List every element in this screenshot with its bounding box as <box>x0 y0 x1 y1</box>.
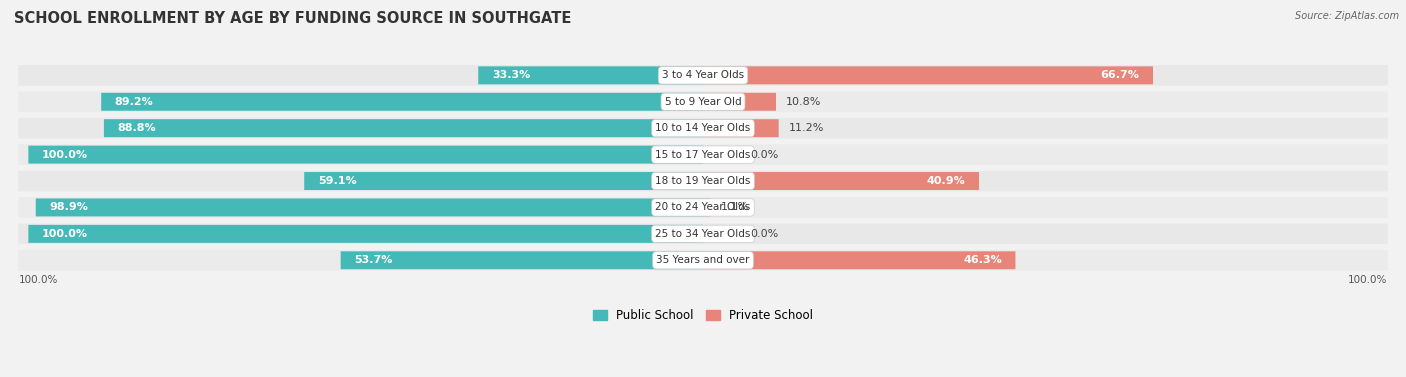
FancyBboxPatch shape <box>18 171 1388 192</box>
FancyBboxPatch shape <box>703 251 1015 269</box>
Text: 18 to 19 Year Olds: 18 to 19 Year Olds <box>655 176 751 186</box>
Text: 100.0%: 100.0% <box>18 275 58 285</box>
Text: 53.7%: 53.7% <box>354 255 392 265</box>
Text: 0.0%: 0.0% <box>751 150 779 159</box>
FancyBboxPatch shape <box>18 224 1388 244</box>
Text: 10 to 14 Year Olds: 10 to 14 Year Olds <box>655 123 751 133</box>
FancyBboxPatch shape <box>35 198 703 216</box>
Text: 1.1%: 1.1% <box>720 202 749 213</box>
Text: 25 to 34 Year Olds: 25 to 34 Year Olds <box>655 229 751 239</box>
FancyBboxPatch shape <box>478 66 703 84</box>
Text: 100.0%: 100.0% <box>42 229 89 239</box>
Legend: Public School, Private School: Public School, Private School <box>588 304 818 326</box>
Text: SCHOOL ENROLLMENT BY AGE BY FUNDING SOURCE IN SOUTHGATE: SCHOOL ENROLLMENT BY AGE BY FUNDING SOUR… <box>14 11 571 26</box>
FancyBboxPatch shape <box>18 144 1388 165</box>
FancyBboxPatch shape <box>703 119 779 137</box>
Text: 100.0%: 100.0% <box>1348 275 1388 285</box>
Text: Source: ZipAtlas.com: Source: ZipAtlas.com <box>1295 11 1399 21</box>
Text: 46.3%: 46.3% <box>963 255 1002 265</box>
Text: 98.9%: 98.9% <box>49 202 89 213</box>
Text: 100.0%: 100.0% <box>42 150 89 159</box>
FancyBboxPatch shape <box>18 250 1388 271</box>
Text: 10.8%: 10.8% <box>786 97 821 107</box>
FancyBboxPatch shape <box>28 225 703 243</box>
FancyBboxPatch shape <box>104 119 703 137</box>
FancyBboxPatch shape <box>703 172 979 190</box>
Text: 3 to 4 Year Olds: 3 to 4 Year Olds <box>662 70 744 80</box>
FancyBboxPatch shape <box>18 65 1388 86</box>
Text: 5 to 9 Year Old: 5 to 9 Year Old <box>665 97 741 107</box>
FancyBboxPatch shape <box>703 198 710 216</box>
Text: 33.3%: 33.3% <box>492 70 530 80</box>
FancyBboxPatch shape <box>340 251 703 269</box>
Text: 40.9%: 40.9% <box>927 176 966 186</box>
FancyBboxPatch shape <box>18 92 1388 112</box>
Text: 88.8%: 88.8% <box>118 123 156 133</box>
Text: 11.2%: 11.2% <box>789 123 824 133</box>
FancyBboxPatch shape <box>28 146 703 164</box>
Text: 0.0%: 0.0% <box>751 229 779 239</box>
FancyBboxPatch shape <box>18 197 1388 218</box>
FancyBboxPatch shape <box>703 66 1153 84</box>
FancyBboxPatch shape <box>304 172 703 190</box>
FancyBboxPatch shape <box>703 93 776 111</box>
FancyBboxPatch shape <box>101 93 703 111</box>
Text: 66.7%: 66.7% <box>1101 70 1139 80</box>
Text: 35 Years and over: 35 Years and over <box>657 255 749 265</box>
Text: 20 to 24 Year Olds: 20 to 24 Year Olds <box>655 202 751 213</box>
Text: 89.2%: 89.2% <box>115 97 153 107</box>
Text: 15 to 17 Year Olds: 15 to 17 Year Olds <box>655 150 751 159</box>
FancyBboxPatch shape <box>18 118 1388 138</box>
Text: 59.1%: 59.1% <box>318 176 357 186</box>
